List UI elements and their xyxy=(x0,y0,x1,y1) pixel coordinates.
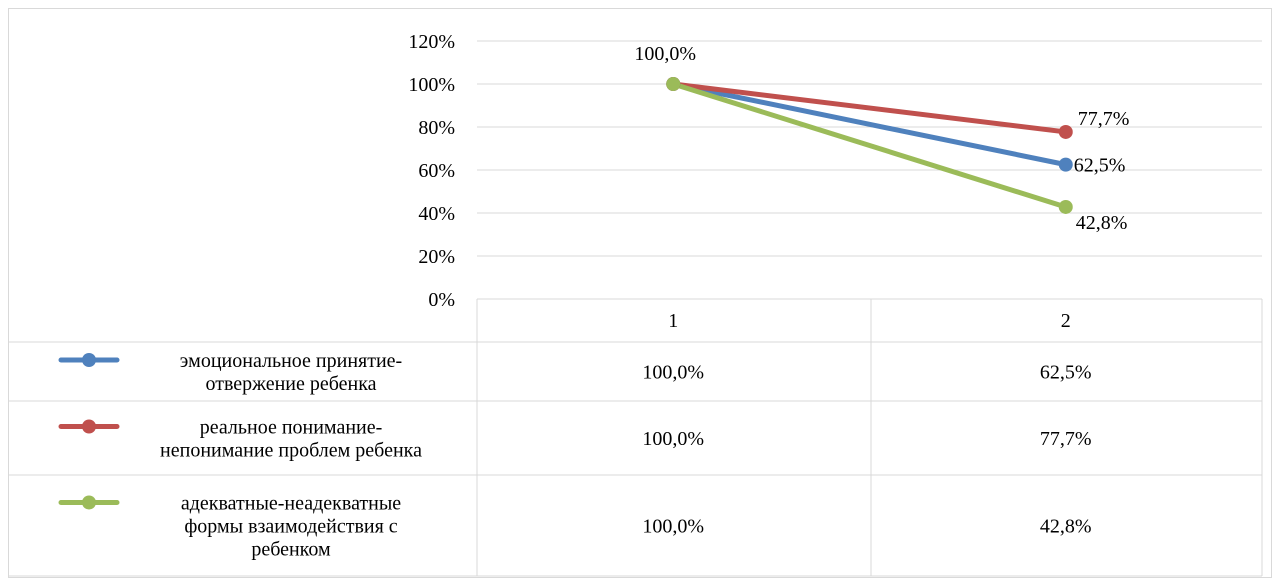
x-category-label: 2 xyxy=(1061,310,1071,332)
data-point xyxy=(1058,157,1073,172)
y-tick-label: 80% xyxy=(418,117,455,139)
legend-label: отвержение ребенка xyxy=(205,373,376,395)
data-point xyxy=(666,77,681,91)
data-label: 77,7% xyxy=(1078,108,1130,130)
legend-label: ребенком xyxy=(251,539,331,561)
y-tick-label: 120% xyxy=(408,31,455,53)
legend-key-marker xyxy=(82,495,96,510)
series-line xyxy=(672,81,1067,168)
data-label: 100,0% xyxy=(634,43,696,65)
data-label: 42,8% xyxy=(1076,212,1128,234)
legend-label: эмоциональное принятие- xyxy=(180,350,402,372)
line-chart: 0% 20% 40% 60% 80% 100% 120% 1 2 100,0% 77,7% 62,5%… xyxy=(9,31,1263,577)
y-tick-label: 0% xyxy=(428,289,455,311)
legend-label: непонимание проблем ребенка xyxy=(160,440,422,462)
chart-frame: 0% 20% 40% 60% 80% 100% 120% 1 2 100,0% 77,7% 62,5%… xyxy=(8,8,1272,578)
y-tick-label: 60% xyxy=(418,160,455,182)
data-point xyxy=(1058,124,1073,139)
legend-key-marker xyxy=(82,419,96,434)
y-tick-label: 20% xyxy=(418,246,455,268)
y-tick-label: 40% xyxy=(418,203,455,225)
table-value-cell: 100,0% xyxy=(642,516,704,538)
x-category-label: 1 xyxy=(668,310,678,332)
series-line xyxy=(672,81,1067,210)
table-value-cell: 100,0% xyxy=(642,428,704,450)
y-tick-label: 100% xyxy=(408,74,455,96)
data-label: 62,5% xyxy=(1074,155,1126,177)
table-value-cell: 62,5% xyxy=(1040,362,1092,384)
data-point xyxy=(1058,199,1073,214)
table-value-cell: 100,0% xyxy=(642,362,704,384)
legend-label: реальное понимание- xyxy=(200,417,383,439)
legend-key-marker xyxy=(82,353,96,367)
table-value-cell: 42,8% xyxy=(1040,516,1092,538)
table-value-cell: 77,7% xyxy=(1040,428,1092,450)
legend-label: формы взаимодействия с xyxy=(184,516,397,538)
legend-label: адекватные-неадекватные xyxy=(181,493,401,515)
series-line xyxy=(672,81,1067,135)
